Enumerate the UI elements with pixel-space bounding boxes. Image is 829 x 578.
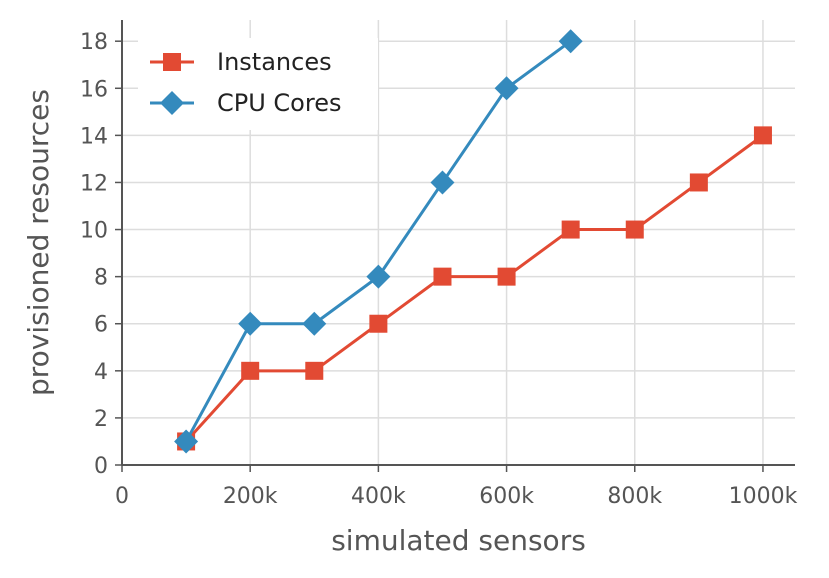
y-axis-title: provisioned resources <box>22 89 55 396</box>
y-tick-label: 12 <box>80 171 108 196</box>
data-point-instances <box>497 267 516 286</box>
data-point-instances <box>689 173 708 192</box>
legend-marker-cpu-cores <box>160 91 184 115</box>
y-tick-label: 6 <box>94 313 108 338</box>
data-point-cpu-cores <box>174 429 199 454</box>
legend-label-instances: Instances <box>217 48 332 76</box>
data-point-cpu-cores <box>366 264 391 289</box>
y-tick-label: 14 <box>80 124 108 149</box>
series <box>174 29 772 454</box>
series-line-instances <box>184 134 764 443</box>
series-instances <box>177 126 772 451</box>
y-tick-label: 10 <box>80 219 108 244</box>
data-point-instances <box>561 220 580 239</box>
x-tick-label: 1000k <box>729 484 798 509</box>
y-tick-label: 4 <box>94 360 108 385</box>
data-point-instances <box>369 314 388 333</box>
data-point-cpu-cores <box>558 29 583 54</box>
x-tick-label: 600k <box>479 484 534 509</box>
data-point-instances <box>433 267 452 286</box>
x-tick-label: 0 <box>115 484 129 509</box>
y-tick-label: 18 <box>80 30 108 55</box>
x-tick-label: 400k <box>351 484 406 509</box>
y-tick-label: 0 <box>94 454 108 479</box>
y-tick-label: 16 <box>80 77 108 102</box>
data-point-instances <box>753 126 772 145</box>
axes <box>121 20 795 466</box>
data-point-instances <box>625 220 644 239</box>
grid <box>122 20 795 465</box>
y-tick-label: 8 <box>94 266 108 291</box>
data-point-instances <box>305 361 324 380</box>
legend: Instances CPU Cores <box>138 38 378 130</box>
ticks: 0 200k 400k 600k 800k 1000k 0 2 4 6 8 10 12 14 16 18 <box>80 30 798 509</box>
legend-marker-instances <box>163 53 181 71</box>
y-tick-label: 2 <box>94 407 108 432</box>
x-axis-title: simulated sensors <box>331 524 586 557</box>
x-tick-label: 200k <box>223 484 278 509</box>
data-point-cpu-cores <box>494 76 519 101</box>
series-cpu-cores <box>174 29 583 454</box>
legend-label-cpu-cores: CPU Cores <box>217 89 341 117</box>
x-tick-label: 800k <box>607 484 662 509</box>
data-point-cpu-cores <box>238 311 263 336</box>
data-point-cpu-cores <box>302 311 327 336</box>
data-point-instances <box>241 361 260 380</box>
data-point-cpu-cores <box>430 170 455 195</box>
